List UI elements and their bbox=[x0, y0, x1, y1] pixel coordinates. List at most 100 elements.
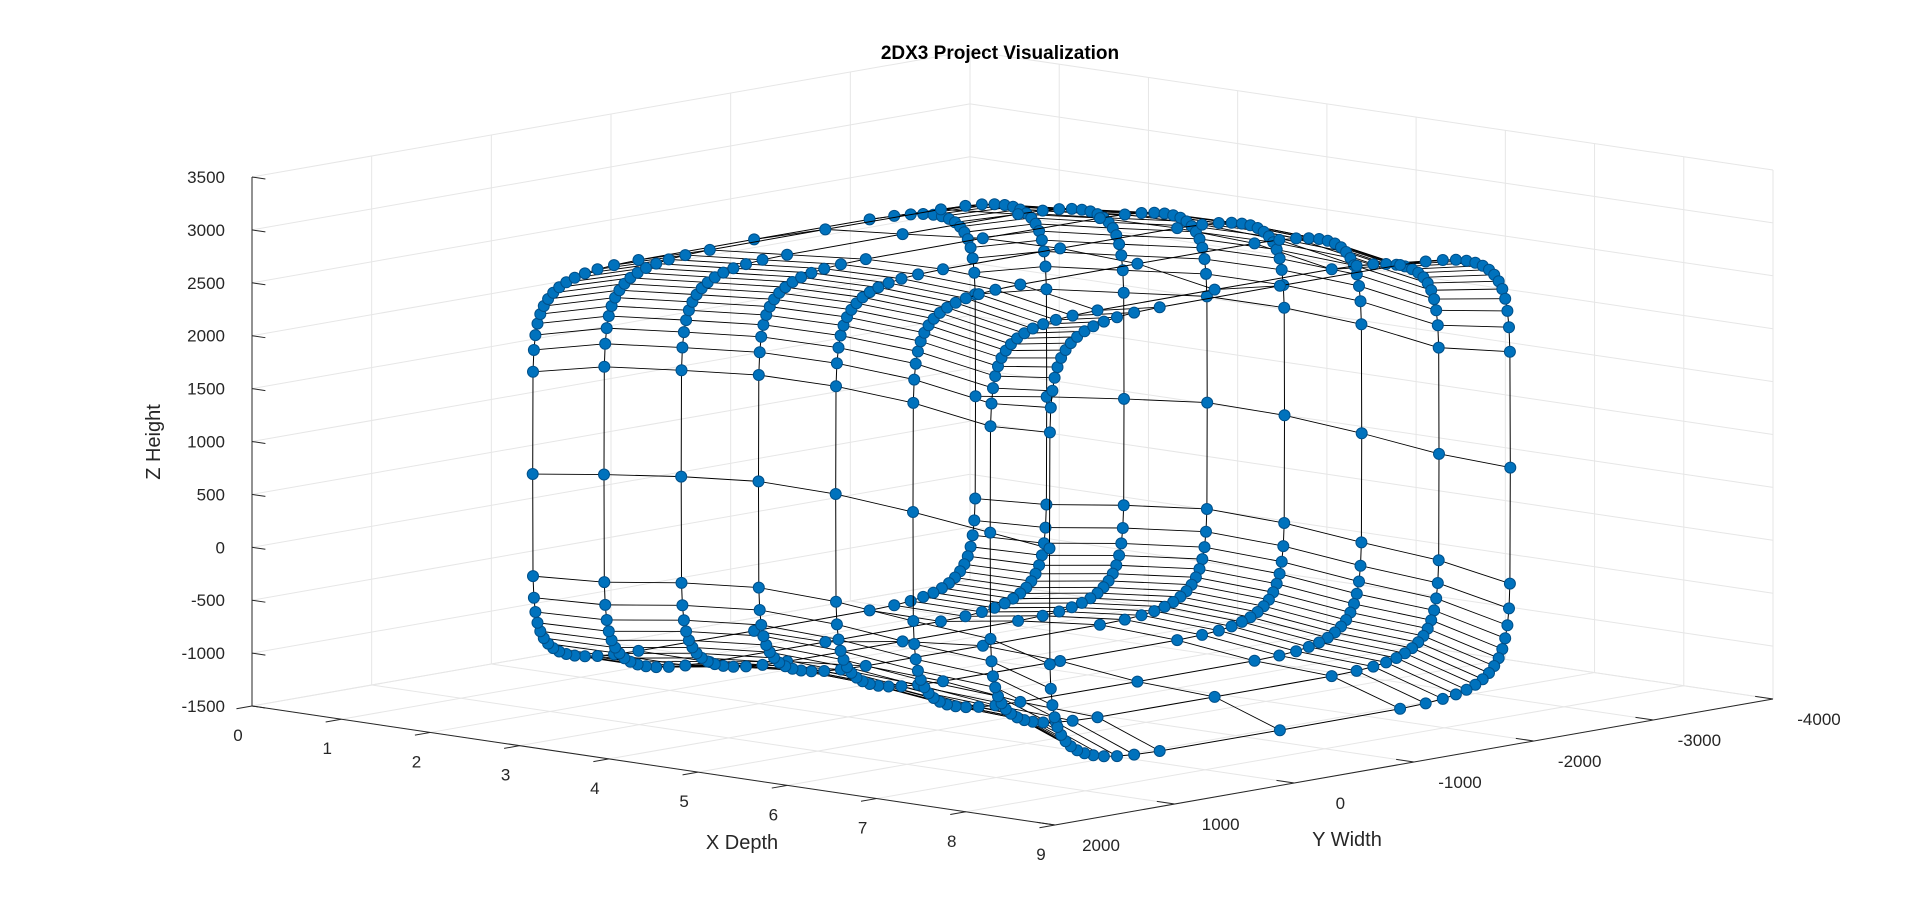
scan-connector-line bbox=[707, 282, 786, 288]
data-point bbox=[727, 660, 740, 673]
data-point bbox=[976, 639, 989, 652]
z-tick-label: 500 bbox=[197, 485, 225, 504]
scan-connector-line bbox=[1373, 666, 1444, 700]
scan-connector-line bbox=[924, 332, 1002, 359]
data-point bbox=[1275, 555, 1288, 568]
scan-connector-line bbox=[637, 272, 715, 278]
scan-connector-line bbox=[1116, 234, 1200, 240]
data-point bbox=[966, 252, 979, 265]
z-tick-mark bbox=[251, 441, 266, 444]
data-point bbox=[1503, 345, 1516, 358]
y-tick-label: 1000 bbox=[1202, 815, 1240, 834]
scan-connector-line bbox=[838, 347, 916, 365]
data-point bbox=[1433, 447, 1445, 460]
data-point bbox=[1394, 702, 1407, 715]
scan-connector-line bbox=[1360, 565, 1438, 584]
x-tick-mark bbox=[236, 705, 253, 710]
scan-connector-line bbox=[851, 309, 929, 326]
data-point bbox=[1113, 549, 1126, 562]
data-point bbox=[985, 655, 998, 668]
data-point bbox=[1248, 654, 1261, 667]
data-point bbox=[1499, 292, 1512, 305]
data-point bbox=[1118, 392, 1130, 405]
scan-connector-line bbox=[1122, 527, 1207, 533]
scan-connector-line bbox=[1257, 611, 1336, 633]
scan-connector-line bbox=[1279, 239, 1357, 267]
scan-connector-line bbox=[838, 639, 916, 660]
data-point bbox=[1350, 664, 1363, 677]
scan-connector-line bbox=[761, 336, 839, 349]
z-tick-mark bbox=[251, 282, 266, 286]
data-point bbox=[1196, 628, 1209, 641]
data-point bbox=[834, 644, 847, 657]
data-point bbox=[1212, 217, 1225, 229]
scan-connector-line bbox=[709, 249, 788, 256]
data-point bbox=[987, 382, 999, 395]
data-point bbox=[757, 630, 770, 643]
data-point bbox=[1278, 409, 1291, 422]
scan-connector-line bbox=[1358, 285, 1437, 311]
scan-connector-line bbox=[1433, 609, 1506, 639]
data-point bbox=[748, 233, 761, 246]
z-tick-mark bbox=[251, 493, 266, 497]
scan-connector-line bbox=[965, 615, 1043, 617]
data-point bbox=[1302, 232, 1315, 245]
scan-connector-line bbox=[946, 307, 1025, 334]
data-point bbox=[753, 346, 766, 359]
scan-connector-line bbox=[846, 316, 925, 334]
scan-connector-line bbox=[1284, 522, 1362, 543]
scan-connector-line bbox=[682, 604, 760, 611]
scan-ring bbox=[675, 202, 1130, 673]
data-point bbox=[927, 586, 940, 599]
y-tick-label: 0 bbox=[1336, 794, 1345, 813]
scan-connector-line bbox=[1396, 657, 1467, 691]
scan-connector-line bbox=[894, 604, 966, 617]
scan-connector-line bbox=[835, 493, 914, 513]
data-point bbox=[1432, 341, 1445, 354]
data-point bbox=[675, 470, 688, 483]
x-tick-label: 8 bbox=[947, 832, 956, 851]
scan-connector-line bbox=[606, 327, 684, 333]
z-tick-label: 3000 bbox=[187, 221, 225, 240]
z-tick-label: -500 bbox=[191, 591, 225, 610]
data-point bbox=[527, 591, 540, 604]
scan-connector-line bbox=[763, 635, 841, 652]
scan-connector-line bbox=[1350, 612, 1428, 630]
data-point bbox=[1135, 207, 1148, 219]
scan-connector-line bbox=[1199, 568, 1277, 585]
scan-connector-line bbox=[1254, 660, 1332, 677]
data-point bbox=[1201, 396, 1214, 409]
z-tick-mark bbox=[251, 546, 266, 550]
scan-connector-line bbox=[688, 639, 767, 646]
scan-connector-line bbox=[1204, 546, 1282, 563]
data-point bbox=[680, 314, 693, 327]
data-point bbox=[1048, 711, 1061, 724]
data-point bbox=[907, 506, 919, 518]
data-point bbox=[1093, 212, 1106, 225]
scan-connector-line bbox=[1241, 621, 1320, 643]
scan-connector-line bbox=[1254, 242, 1332, 270]
data-point bbox=[1325, 263, 1338, 276]
data-point bbox=[1504, 461, 1517, 474]
scan-connector-line bbox=[1250, 616, 1328, 639]
data-point bbox=[1432, 554, 1445, 567]
scan-connector-line bbox=[692, 301, 770, 308]
data-point bbox=[1196, 241, 1209, 254]
data-point bbox=[600, 614, 613, 626]
y-tick-mark bbox=[1276, 779, 1295, 784]
scan-connector-line bbox=[1112, 227, 1196, 233]
scan-connector-line bbox=[688, 309, 767, 316]
x-tick-label: 1 bbox=[322, 739, 331, 758]
scan-connector-line bbox=[865, 258, 944, 270]
scan-connector-line bbox=[869, 291, 948, 309]
scan-connector-line bbox=[608, 315, 687, 321]
scan-connector-line bbox=[970, 546, 1042, 556]
grid-line bbox=[969, 103, 1774, 224]
scan-connector-line bbox=[769, 651, 848, 668]
data-point bbox=[529, 329, 542, 342]
scan-connector-line bbox=[1308, 646, 1387, 663]
data-point bbox=[1046, 699, 1059, 712]
data-point bbox=[527, 344, 540, 356]
scan-connector-line bbox=[939, 312, 1018, 339]
x-tick-mark bbox=[860, 798, 877, 802]
